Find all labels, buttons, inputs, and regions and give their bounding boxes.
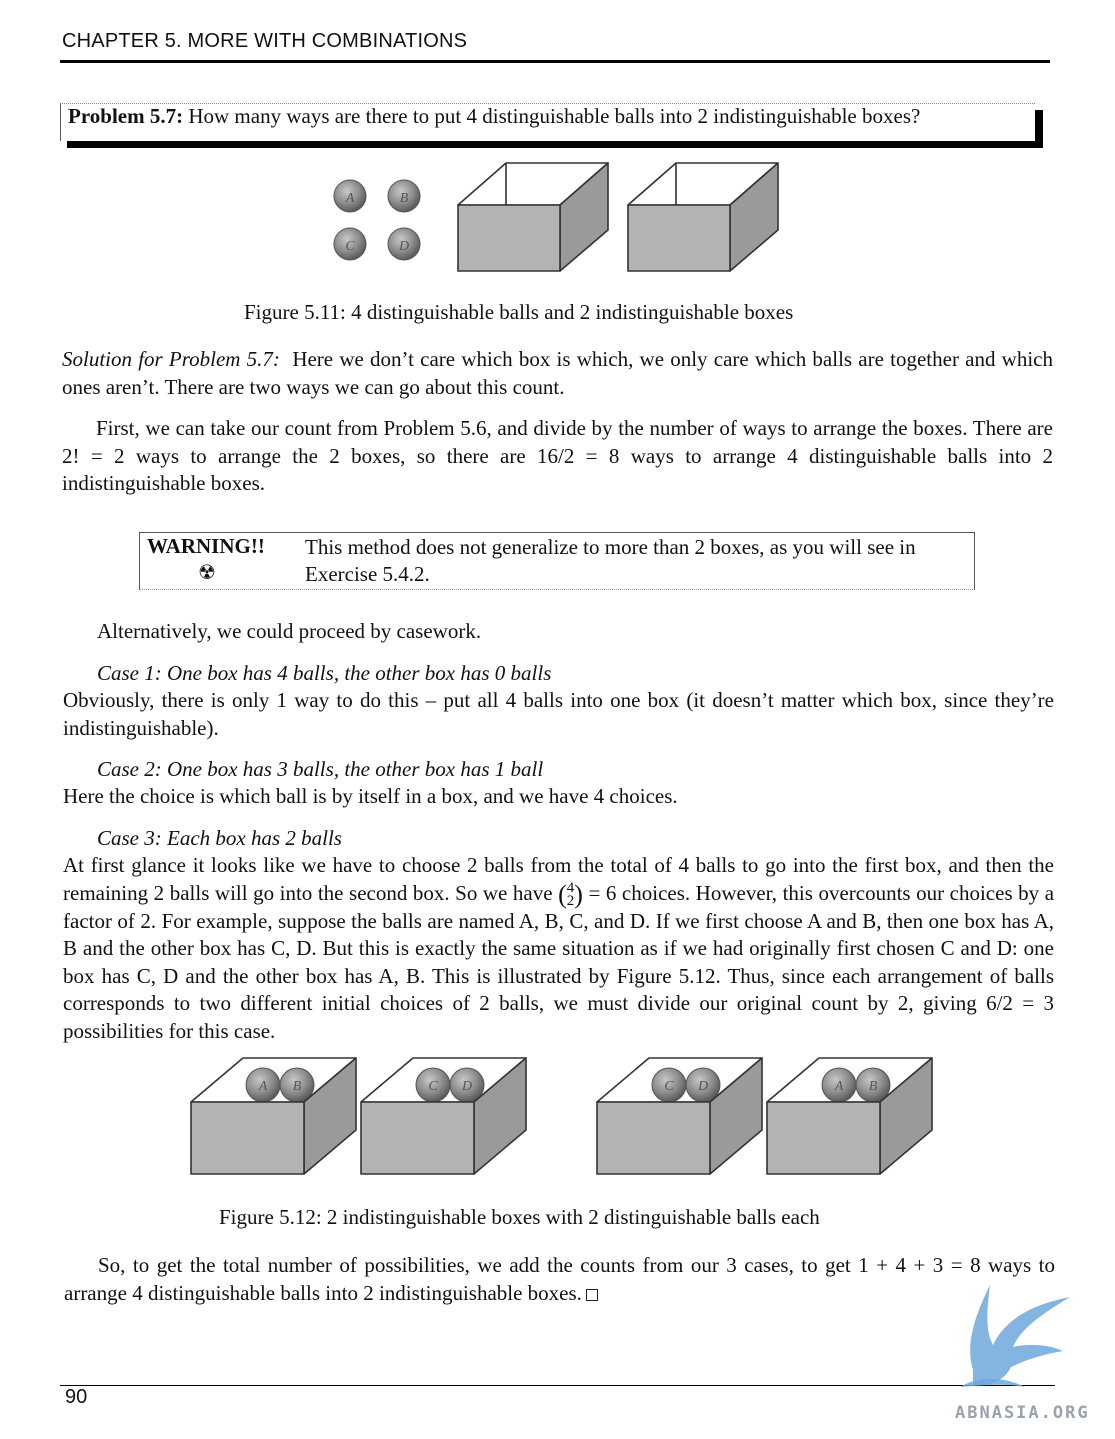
ball-label: D [398, 239, 409, 254]
ball-d: D [387, 227, 421, 261]
ball: A [821, 1067, 857, 1103]
case-3-text: At first glance it looks like we have to… [63, 852, 1054, 1045]
problem-box-shadow [67, 141, 1043, 148]
solution-intro: Solution for Problem 5.7: Here we don’t … [62, 346, 1053, 401]
ball-label: B [400, 191, 409, 206]
ball-label: D [461, 1079, 472, 1094]
solution-intro-text: Here we don’t care which box is which, w… [62, 347, 1053, 399]
ball-label: A [258, 1079, 268, 1094]
warning-text: This method does not generalize to more … [305, 535, 916, 586]
case-1-text: Obviously, there is only 1 way to do thi… [63, 688, 1054, 740]
conclusion-text: So, to get the total number of possibili… [64, 1252, 1055, 1307]
solution-paragraph-1: First, we can take our count from Proble… [62, 416, 1053, 495]
casework-intro: Alternatively, we could proceed by casew… [97, 619, 482, 643]
bird-logo-icon [960, 1285, 1070, 1387]
figure-5-11-caption: Figure 5.11: 4 distinguishable balls and… [244, 300, 794, 324]
ball-label: B [869, 1079, 878, 1094]
figure-5-12-caption: Figure 5.12: 2 indistinguishable boxes w… [219, 1205, 820, 1229]
case-3-text-a: At first glance it looks like we have to… [63, 853, 1054, 905]
radiation-icon: ☢ [198, 562, 216, 584]
ball-label: C [345, 239, 355, 254]
solution-label: Solution for Problem 5.7: [62, 347, 280, 371]
ball-b: B [387, 179, 421, 213]
page-number: 90 [65, 1386, 88, 1408]
conclusion-body: So, to get the total number of possibili… [64, 1253, 1055, 1305]
ball: A [245, 1067, 281, 1103]
warning-label: WARNING!! [147, 534, 265, 558]
empty-box [627, 162, 779, 272]
problem-label: Problem 5.7: [68, 104, 184, 128]
header-rule [60, 60, 1050, 63]
figure-5-11: A B C D [333, 162, 779, 272]
binomial-coefficient: (4 2) [558, 879, 583, 909]
case-2-text: Here the choice is which ball is by itse… [63, 784, 678, 808]
ball: C [651, 1067, 687, 1103]
ball: C [415, 1067, 451, 1103]
ball-label: D [697, 1079, 708, 1094]
case-3-title: Case 3: Each box has 2 balls [97, 826, 342, 850]
case-1-title: Case 1: One box has 4 balls, the other b… [97, 661, 552, 685]
watermark-text: ABNASIA.ORG [955, 1403, 1090, 1423]
case-3-text-b: = 6 choices. However, this overcounts ou… [63, 880, 1055, 1043]
binom-bottom: 2 [566, 892, 575, 909]
chapter-header: CHAPTER 5. MORE WITH COMBINATIONS [62, 30, 468, 52]
ball-label: C [428, 1079, 438, 1094]
ball-c: C [333, 227, 367, 261]
ball-label: A [345, 191, 355, 206]
problem-box [60, 103, 1035, 141]
footer-rule [60, 1385, 1055, 1386]
case-2-title: Case 2: One box has 3 balls, the other b… [97, 757, 544, 781]
empty-box [457, 162, 609, 272]
problem-statement: Problem 5.7: How many ways are there to … [68, 104, 920, 129]
problem-text: How many ways are there to put 4 disting… [188, 104, 921, 128]
ball-label: C [664, 1079, 674, 1094]
binom-top: 4 [566, 879, 575, 896]
warning-box [139, 532, 975, 590]
qed-icon [585, 1288, 598, 1301]
ball-label: B [293, 1079, 302, 1094]
ball: D [449, 1067, 485, 1103]
problem-box-shadow [1035, 110, 1043, 148]
ball-a: A [333, 179, 367, 213]
ball-label: A [834, 1079, 844, 1094]
